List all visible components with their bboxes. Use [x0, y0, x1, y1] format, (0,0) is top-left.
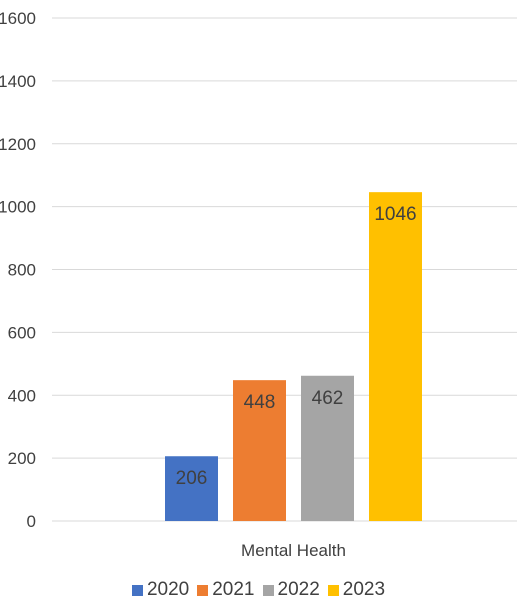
y-tick-label: 800 — [8, 261, 36, 280]
legend-swatch — [262, 584, 274, 596]
bar-2023 — [369, 192, 422, 521]
y-tick-label: 1400 — [0, 72, 36, 91]
legend-label: 2023 — [342, 579, 386, 600]
legend-item-2022: 2022 — [262, 579, 320, 601]
legend: 2020 2021 2022 2023 — [0, 579, 517, 601]
legend-swatch — [197, 584, 209, 596]
legend-item-2020: 2020 — [131, 579, 190, 601]
bar-2021 — [233, 380, 286, 521]
legend-swatch — [131, 584, 143, 596]
legend-label: 2022 — [277, 579, 320, 600]
y-tick-label: 1200 — [0, 135, 36, 154]
bar-2022 — [301, 375, 354, 521]
category-label: Mental Health — [241, 541, 346, 560]
data-label-2023: 1046 — [374, 204, 416, 225]
y-tick-label: 400 — [8, 386, 36, 405]
y-tick-label: 1000 — [0, 198, 36, 217]
legend-label: 2020 — [146, 579, 190, 600]
bar-chart: 0 200 400 600 800 1000 1200 1400 1600 206 448 462 10… — [0, 9, 517, 560]
legend-item-2023: 2023 — [327, 579, 386, 601]
data-label-2022: 462 — [312, 388, 344, 409]
legend-swatch — [327, 584, 339, 596]
y-tick-label: 200 — [8, 449, 36, 468]
legend-item-2021: 2021 — [197, 579, 255, 601]
data-label-2021: 448 — [244, 392, 276, 413]
y-tick-label: 600 — [8, 323, 36, 342]
data-label-2020: 206 — [176, 468, 208, 489]
legend-label: 2021 — [212, 579, 255, 600]
y-tick-label: 0 — [27, 512, 36, 531]
bar-2020 — [165, 456, 218, 521]
y-tick-label: 1600 — [0, 9, 36, 28]
